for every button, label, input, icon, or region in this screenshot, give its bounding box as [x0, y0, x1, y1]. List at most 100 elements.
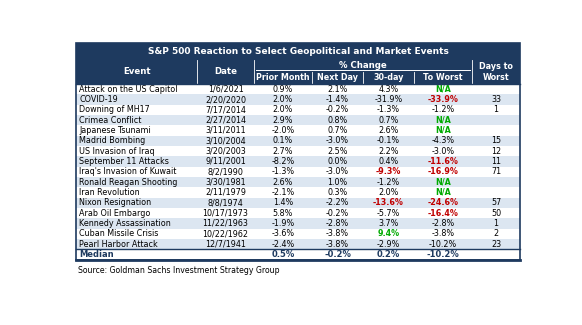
Text: 2.2%: 2.2%	[378, 147, 399, 156]
Text: -5.7%: -5.7%	[377, 209, 400, 217]
Text: -2.0%: -2.0%	[271, 126, 294, 135]
Text: Median: Median	[79, 250, 113, 259]
Text: -10.2%: -10.2%	[427, 250, 459, 259]
Text: -13.6%: -13.6%	[373, 198, 404, 207]
Text: Next Day: Next Day	[317, 73, 358, 83]
Text: -1.9%: -1.9%	[271, 219, 294, 228]
Text: 0.8%: 0.8%	[327, 116, 347, 125]
Text: Source: Goldman Sachs Investment Strategy Group: Source: Goldman Sachs Investment Strateg…	[78, 266, 279, 275]
Text: 1: 1	[494, 219, 499, 228]
Text: -2.4%: -2.4%	[271, 240, 294, 249]
Text: 0.2%: 0.2%	[377, 250, 400, 259]
Text: -3.0%: -3.0%	[326, 167, 349, 176]
Text: 71: 71	[491, 167, 501, 176]
Text: 11: 11	[491, 157, 501, 166]
Text: 0.5%: 0.5%	[271, 250, 294, 259]
Text: 57: 57	[491, 198, 501, 207]
Bar	[76, 136, 520, 146]
Text: 2: 2	[494, 229, 499, 238]
Text: 2.6%: 2.6%	[273, 177, 293, 187]
Text: 2/11/1979: 2/11/1979	[205, 188, 246, 197]
Text: -3.8%: -3.8%	[431, 229, 455, 238]
Text: 10/22/1962: 10/22/1962	[203, 229, 249, 238]
Text: 0.1%: 0.1%	[273, 136, 293, 145]
Text: -10.2%: -10.2%	[428, 240, 457, 249]
Bar	[76, 156, 520, 167]
Text: 2.5%: 2.5%	[327, 147, 347, 156]
Bar	[76, 115, 520, 125]
Text: 23: 23	[491, 240, 501, 249]
Bar	[76, 177, 520, 187]
Text: Event: Event	[123, 67, 151, 76]
Text: 10/17/1973: 10/17/1973	[203, 209, 249, 217]
Text: Nixon Resignation: Nixon Resignation	[79, 198, 151, 207]
Bar	[76, 228, 520, 239]
Text: -0.2%: -0.2%	[326, 105, 349, 114]
Text: N/A: N/A	[435, 126, 450, 135]
Text: 0.7%: 0.7%	[327, 126, 347, 135]
Bar	[76, 125, 520, 136]
Text: 3/11/2011: 3/11/2011	[205, 126, 246, 135]
Bar	[76, 249, 520, 260]
Text: 5.8%: 5.8%	[273, 209, 293, 217]
Text: 0.3%: 0.3%	[327, 188, 347, 197]
Text: 33: 33	[491, 95, 501, 104]
Text: 11/22/1963: 11/22/1963	[203, 219, 249, 228]
Text: -3.8%: -3.8%	[326, 229, 349, 238]
Text: 3/20/2003: 3/20/2003	[205, 147, 246, 156]
Text: Attack on the US Capitol: Attack on the US Capitol	[79, 85, 178, 94]
Text: 30-day: 30-day	[373, 73, 403, 83]
Text: Ronald Reagan Shooting: Ronald Reagan Shooting	[79, 177, 178, 187]
Text: 9.4%: 9.4%	[377, 229, 399, 238]
Text: -4.3%: -4.3%	[431, 136, 455, 145]
Text: 7/17/2014: 7/17/2014	[205, 105, 246, 114]
Text: 2/27/2014: 2/27/2014	[205, 116, 246, 125]
Text: September 11 Attacks: September 11 Attacks	[79, 157, 169, 166]
Text: -1.3%: -1.3%	[377, 105, 400, 114]
Text: -16.9%: -16.9%	[427, 167, 458, 176]
Text: -9.3%: -9.3%	[375, 167, 401, 176]
Text: 2.1%: 2.1%	[327, 85, 347, 94]
Text: 2/20/2020: 2/20/2020	[205, 95, 246, 104]
Text: -0.1%: -0.1%	[377, 136, 400, 145]
Text: N/A: N/A	[435, 177, 450, 187]
Text: -2.2%: -2.2%	[326, 198, 349, 207]
Text: -3.6%: -3.6%	[271, 229, 294, 238]
Text: S&P 500 Reaction to Select Geopolitical and Market Events: S&P 500 Reaction to Select Geopolitical …	[148, 47, 449, 56]
Text: Japanese Tsunami: Japanese Tsunami	[79, 126, 151, 135]
Text: -31.9%: -31.9%	[374, 95, 402, 104]
Text: COVID-19: COVID-19	[79, 95, 118, 104]
Text: -2.8%: -2.8%	[431, 219, 455, 228]
Text: -8.2%: -8.2%	[271, 157, 294, 166]
Text: 0.4%: 0.4%	[378, 157, 399, 166]
Text: % Change: % Change	[339, 61, 387, 70]
Text: -1.4%: -1.4%	[326, 95, 349, 104]
Bar	[76, 198, 520, 208]
Text: -16.4%: -16.4%	[427, 209, 458, 217]
Text: 3/30/1981: 3/30/1981	[205, 177, 246, 187]
Bar	[76, 239, 520, 249]
Text: -2.9%: -2.9%	[377, 240, 400, 249]
Text: Kennedy Assassination: Kennedy Assassination	[79, 219, 171, 228]
Text: -24.6%: -24.6%	[427, 198, 458, 207]
Text: Pearl Harbor Attack: Pearl Harbor Attack	[79, 240, 158, 249]
Bar	[76, 167, 520, 177]
Text: US Invasion of Iraq: US Invasion of Iraq	[79, 147, 155, 156]
Text: -1.2%: -1.2%	[377, 177, 400, 187]
Text: 8/2/1990: 8/2/1990	[208, 167, 243, 176]
Bar	[76, 84, 520, 94]
Text: -11.6%: -11.6%	[427, 157, 458, 166]
Bar	[76, 146, 520, 156]
Text: -2.8%: -2.8%	[326, 219, 349, 228]
Text: -33.9%: -33.9%	[427, 95, 458, 104]
Text: Days to
Worst: Days to Worst	[479, 62, 513, 82]
Text: 12: 12	[491, 147, 501, 156]
Text: Date: Date	[214, 67, 237, 76]
Text: 2.9%: 2.9%	[273, 116, 293, 125]
Text: 2.0%: 2.0%	[273, 105, 293, 114]
Text: 0.7%: 0.7%	[378, 116, 399, 125]
Text: 9/11/2001: 9/11/2001	[205, 157, 246, 166]
Text: 0.0%: 0.0%	[327, 157, 347, 166]
Bar	[76, 187, 520, 198]
Text: -0.2%: -0.2%	[326, 209, 349, 217]
